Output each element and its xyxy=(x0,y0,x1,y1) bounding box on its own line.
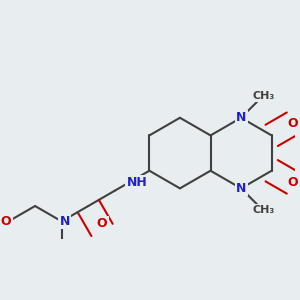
Text: O: O xyxy=(97,217,107,230)
Text: N: N xyxy=(236,182,246,195)
Text: O: O xyxy=(288,176,298,190)
Text: CH₃: CH₃ xyxy=(253,91,275,101)
Text: CH₃: CH₃ xyxy=(253,205,275,215)
Text: NH: NH xyxy=(127,176,148,190)
Text: N: N xyxy=(59,215,70,228)
Text: O: O xyxy=(0,215,11,228)
Text: O: O xyxy=(288,117,298,130)
Text: N: N xyxy=(236,111,246,124)
